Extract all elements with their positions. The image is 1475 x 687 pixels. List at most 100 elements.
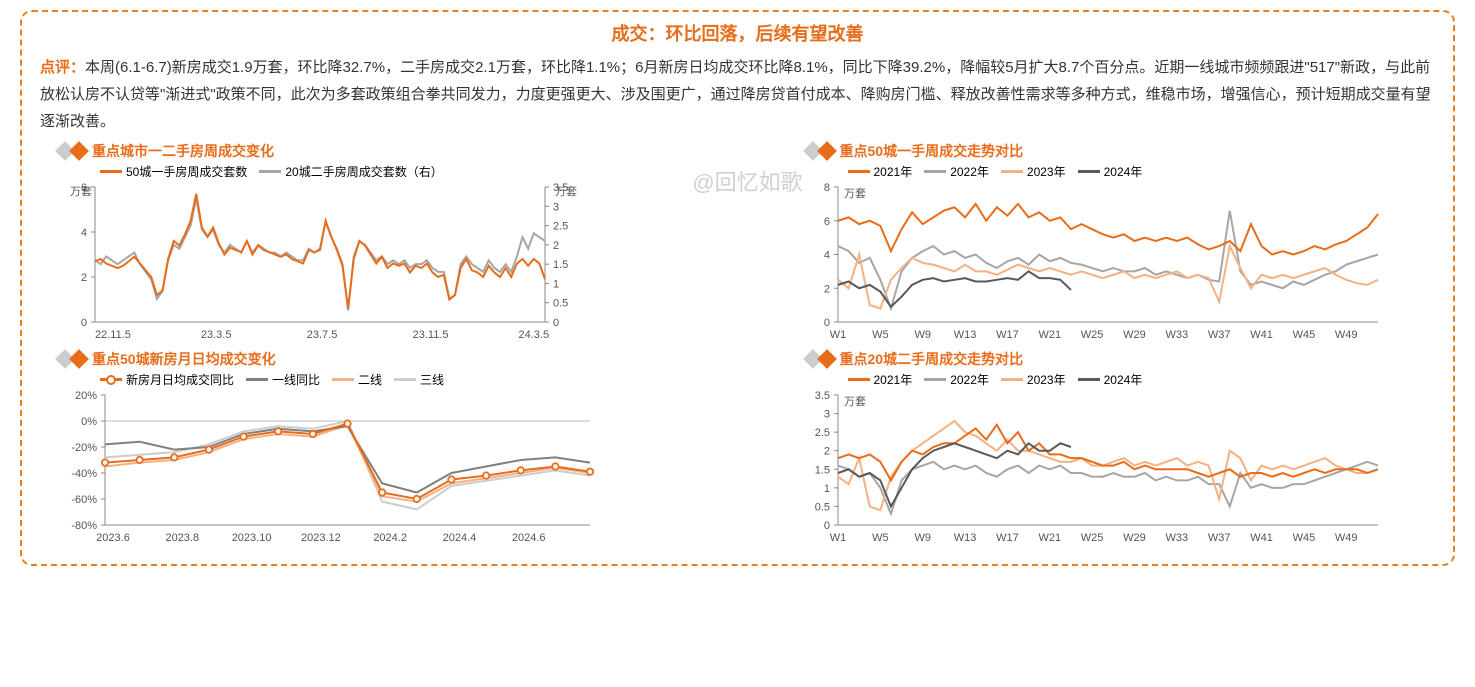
svg-text:2024.2: 2024.2 xyxy=(373,532,407,544)
diamond-icon xyxy=(817,141,837,161)
svg-text:W41: W41 xyxy=(1250,532,1273,544)
svg-text:W25: W25 xyxy=(1080,329,1103,341)
chart-svg: 024600.511.522.533.5万套万套22.11.523.3.523.… xyxy=(40,182,600,347)
svg-text:2023.10: 2023.10 xyxy=(232,532,272,544)
legend-item: 2024年 xyxy=(1078,371,1143,388)
page-title: 成交：环比回落，后续有望改善 xyxy=(40,20,1435,46)
svg-text:W41: W41 xyxy=(1250,329,1273,341)
legend-swatch xyxy=(1078,378,1100,381)
chart-legend: 2021年2022年2023年2024年 xyxy=(848,371,1436,388)
svg-text:8: 8 xyxy=(823,182,829,194)
chart-legend: 2021年 2022年 2023年 2024年 xyxy=(848,163,1436,180)
svg-text:23.3.5: 23.3.5 xyxy=(201,329,232,341)
svg-text:3: 3 xyxy=(823,409,829,421)
svg-text:0.5: 0.5 xyxy=(814,501,829,513)
legend-swatch xyxy=(332,378,354,381)
svg-text:W21: W21 xyxy=(1038,532,1061,544)
legend-item: 2023年 xyxy=(1001,163,1066,180)
svg-text:2024.6: 2024.6 xyxy=(512,532,546,544)
svg-text:0: 0 xyxy=(823,520,829,532)
legend-item: 新房月日均成交同比 xyxy=(100,371,234,388)
svg-text:2023.6: 2023.6 xyxy=(96,532,130,544)
chart-secondary-weekly-yoy: 重点20城二手周成交走势对比 2021年2022年2023年2024年 00.5… xyxy=(788,349,1436,550)
svg-text:W37: W37 xyxy=(1207,329,1230,341)
chart-legend: 新房月日均成交同比一线同比二线三线 xyxy=(100,371,688,388)
svg-text:W9: W9 xyxy=(914,532,931,544)
chart-primary-weekly-yoy: 重点50城一手周成交走势对比 2021年2022年2023年2024年 0246… xyxy=(788,141,1436,347)
legend-label: 2024年 xyxy=(1104,371,1143,388)
svg-text:W13: W13 xyxy=(953,329,976,341)
svg-text:3.5: 3.5 xyxy=(814,390,829,402)
svg-text:W33: W33 xyxy=(1165,532,1188,544)
svg-text:W1: W1 xyxy=(829,329,846,341)
commentary-block: 点评：本周(6.1-6.7)新房成交1.9万套，环比降32.7%，二手房成交2.… xyxy=(40,54,1435,135)
legend-label: 2022年 xyxy=(950,371,989,388)
svg-text:1: 1 xyxy=(823,483,829,495)
legend-swatch xyxy=(848,170,870,173)
svg-text:W1: W1 xyxy=(829,532,846,544)
chart-svg: 00.511.522.533.5万套W1W5W9W13W17W21W25W29W… xyxy=(788,390,1388,550)
svg-text:4: 4 xyxy=(823,250,829,262)
svg-text:0: 0 xyxy=(553,317,559,329)
legend-item: 2022年 xyxy=(924,371,989,388)
legend-swatch xyxy=(848,378,870,381)
svg-text:万套: 万套 xyxy=(555,185,577,198)
legend-swatch xyxy=(1078,170,1100,173)
svg-text:W29: W29 xyxy=(1123,329,1146,341)
legend-item: 2021年 xyxy=(848,371,913,388)
chart-svg: 02468万套W1W5W9W13W17W21W25W29W33W37W41W45… xyxy=(788,182,1388,347)
legend-swatch xyxy=(1001,170,1023,173)
chart-title: 重点50城一手周成交走势对比 xyxy=(840,141,1024,161)
legend-item: 2022年 xyxy=(924,163,989,180)
legend-label: 2021年 xyxy=(874,163,913,180)
charts-grid: 重点城市一二手房周成交变化 50城一手房周成交套数20城二手房周成交套数（右） … xyxy=(40,141,1435,550)
svg-text:万套: 万套 xyxy=(70,185,92,198)
legend-label: 二线 xyxy=(358,371,382,388)
svg-text:-60%: -60% xyxy=(71,494,97,506)
svg-text:W9: W9 xyxy=(914,329,931,341)
chart-weekly-volume: 重点城市一二手房周成交变化 50城一手房周成交套数20城二手房周成交套数（右） … xyxy=(40,141,688,347)
svg-text:2024.4: 2024.4 xyxy=(443,532,477,544)
legend-item: 2024年 xyxy=(1078,163,1143,180)
legend-item: 20城二手房周成交套数（右） xyxy=(259,163,442,180)
svg-text:W45: W45 xyxy=(1292,532,1315,544)
chart-monthly-daily-avg: 重点50城新房月日均成交变化 新房月日均成交同比一线同比二线三线 -80%-60… xyxy=(40,349,688,550)
svg-text:22.11.5: 22.11.5 xyxy=(95,329,131,341)
legend-label: 2023年 xyxy=(1027,163,1066,180)
watermark: @回忆如歌 xyxy=(692,165,802,197)
svg-text:W33: W33 xyxy=(1165,329,1188,341)
svg-text:-40%: -40% xyxy=(71,468,97,480)
svg-text:W37: W37 xyxy=(1207,532,1230,544)
legend-swatch xyxy=(394,378,416,381)
svg-text:0: 0 xyxy=(823,317,829,329)
svg-text:2023.12: 2023.12 xyxy=(301,532,341,544)
chart-title: 重点城市一二手房周成交变化 xyxy=(92,141,274,161)
chart-title: 重点50城新房月日均成交变化 xyxy=(92,349,276,369)
svg-text:W5: W5 xyxy=(872,532,889,544)
legend-swatch xyxy=(924,378,946,381)
svg-text:4: 4 xyxy=(81,227,87,239)
diamond-icon xyxy=(69,141,89,161)
legend-label: 2024年 xyxy=(1104,163,1143,180)
svg-text:W49: W49 xyxy=(1334,532,1357,544)
legend-label: 一线同比 xyxy=(272,371,320,388)
svg-text:0.5: 0.5 xyxy=(553,298,568,310)
svg-text:W13: W13 xyxy=(953,532,976,544)
svg-text:20%: 20% xyxy=(75,390,97,402)
diamond-icon xyxy=(69,349,89,369)
svg-text:23.11.5: 23.11.5 xyxy=(413,329,449,341)
svg-text:万套: 万套 xyxy=(844,187,866,200)
svg-text:W5: W5 xyxy=(872,329,889,341)
legend-item: 一线同比 xyxy=(246,371,320,388)
svg-text:W29: W29 xyxy=(1123,532,1146,544)
report-panel: 成交：环比回落，后续有望改善 点评：本周(6.1-6.7)新房成交1.9万套，环… xyxy=(20,10,1455,566)
svg-text:0: 0 xyxy=(81,317,87,329)
legend-swatch xyxy=(924,170,946,173)
legend-label: 2021年 xyxy=(874,371,913,388)
svg-text:3: 3 xyxy=(553,201,559,213)
svg-text:1.5: 1.5 xyxy=(814,464,829,476)
svg-text:2: 2 xyxy=(823,446,829,458)
svg-text:2023.8: 2023.8 xyxy=(165,532,199,544)
legend-label: 新房月日均成交同比 xyxy=(126,371,234,388)
legend-swatch xyxy=(246,378,268,381)
